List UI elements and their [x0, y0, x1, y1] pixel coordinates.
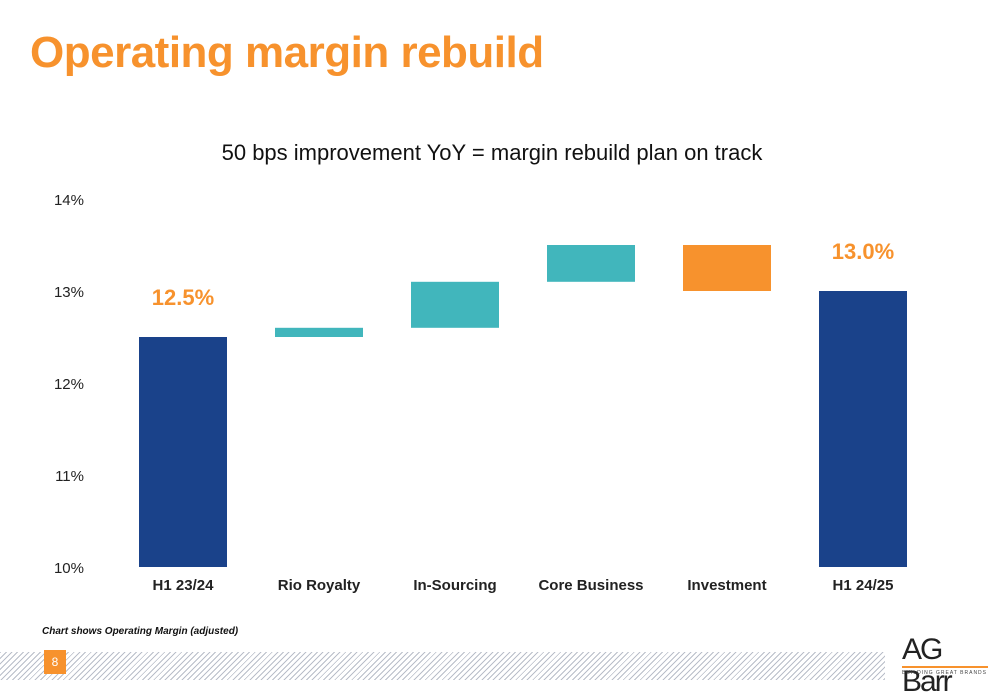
bar-group: [139, 245, 907, 567]
company-logo: AG Barr BUILDING GREAT BRANDS: [900, 634, 990, 698]
y-tick-label: 11%: [55, 468, 84, 485]
chart-title: 50 bps improvement YoY = margin rebuild …: [222, 140, 764, 165]
logo-tagline: BUILDING GREAT BRANDS: [902, 670, 987, 676]
bar-core-business: [547, 245, 635, 282]
page-number-badge: 8: [44, 650, 66, 674]
y-tick-label: 14%: [54, 192, 84, 209]
logo-underline: [902, 666, 988, 668]
data-label: 13.0%: [832, 239, 894, 264]
bar-h1-24-25: [819, 291, 907, 567]
y-tick-label: 12%: [54, 376, 84, 393]
bar-h1-23-24: [139, 337, 227, 567]
data-label-group: 12.5% 13.0%: [152, 239, 894, 310]
slide-title: Operating margin rebuild: [30, 28, 544, 77]
y-tick-label: 10%: [54, 560, 84, 577]
bar-investment: [683, 245, 771, 291]
x-tick-label: H1 24/25: [833, 577, 894, 594]
chart-footnote: Chart shows Operating Margin (adjusted): [42, 626, 239, 637]
waterfall-chart: 50 bps improvement YoY = margin rebuild …: [54, 140, 907, 594]
x-axis: H1 23/24 Rio Royalty In-Sourcing Core Busin…: [153, 577, 894, 594]
x-tick-label: In-Sourcing: [413, 577, 496, 594]
x-tick-label: H1 23/24: [153, 577, 215, 594]
y-tick-label: 13%: [54, 284, 84, 301]
data-label: 12.5%: [152, 285, 214, 310]
y-axis: 10% 11% 12% 13% 14%: [54, 192, 84, 577]
bar-in-sourcing: [411, 281, 499, 328]
x-tick-label: Core Business: [538, 577, 643, 594]
x-tick-label: Investment: [687, 577, 766, 594]
x-tick-label: Rio Royalty: [278, 577, 361, 594]
bar-rio-royalty: [275, 327, 363, 337]
footer-hatch-band: [0, 652, 885, 680]
